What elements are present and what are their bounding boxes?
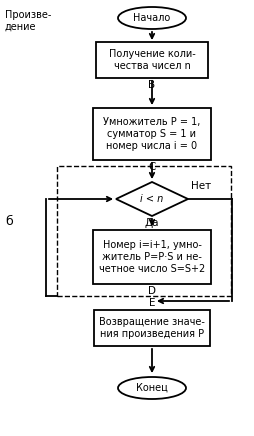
Ellipse shape [118,7,185,29]
Text: Нет: Нет [190,181,210,191]
Text: E: E [148,298,155,308]
Text: Да: Да [144,218,159,228]
FancyBboxPatch shape [93,230,210,284]
Text: Номер i=i+1, умно-
житель P=P·S и не-
четное число S=S+2: Номер i=i+1, умно- житель P=P·S и не- че… [99,240,204,274]
Text: Конец: Конец [136,383,167,393]
Text: D: D [147,286,155,296]
Text: Начало: Начало [133,13,170,23]
Ellipse shape [118,377,185,399]
Text: Возвращение значе-
ния произведения P: Возвращение значе- ния произведения P [99,317,204,339]
FancyBboxPatch shape [96,42,207,78]
Polygon shape [116,182,187,216]
Text: С: С [148,162,155,172]
FancyBboxPatch shape [94,310,209,346]
Text: i < n: i < n [140,194,163,204]
Text: В: В [148,80,155,90]
Text: Получение коли-
чества чисел n: Получение коли- чества чисел n [108,49,195,71]
FancyBboxPatch shape [93,108,210,160]
Text: Умножитель P = 1,
сумматор S = 1 и
номер числа i = 0: Умножитель P = 1, сумматор S = 1 и номер… [103,117,200,150]
Text: б: б [5,215,13,228]
Text: Произве-
дение: Произве- дение [5,10,51,31]
